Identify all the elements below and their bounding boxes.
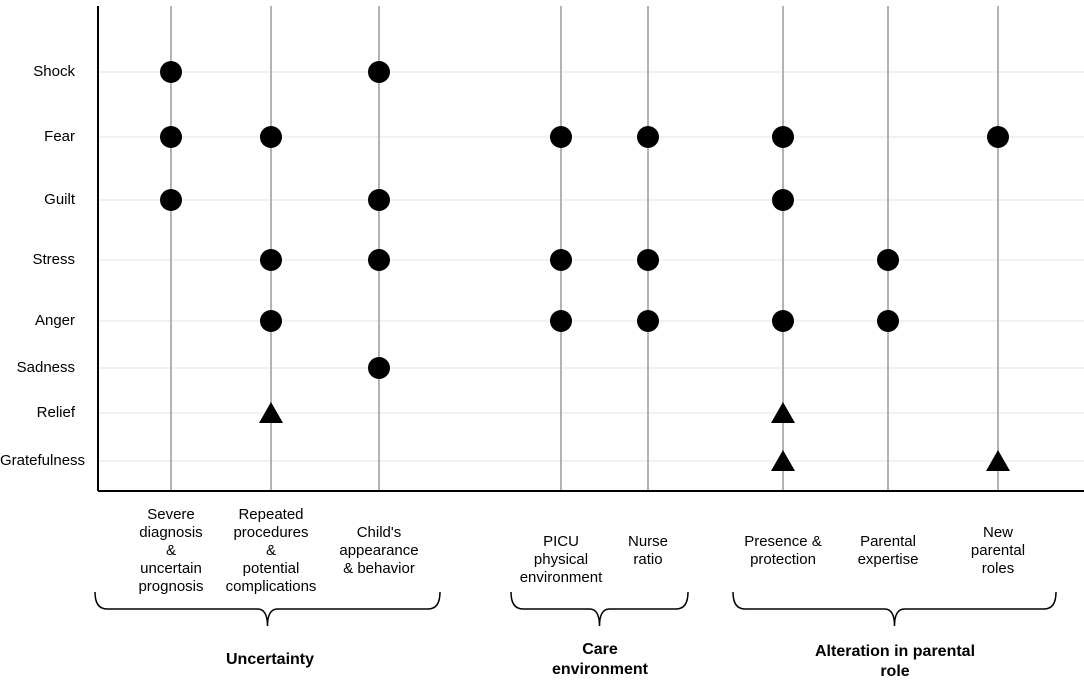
marker-factor-2-relief-triangle (259, 402, 283, 423)
marker-factor-6-relief-triangle (771, 402, 795, 423)
data-markers (160, 61, 1010, 471)
emotion-label-guilt: Guilt (44, 191, 75, 208)
factor-label-4: PICU physical environment (501, 533, 621, 587)
label-line: Child's (356, 524, 402, 541)
marker-factor-3-shock-circle (368, 61, 390, 83)
label-line: & (165, 542, 176, 559)
marker-factor-4-fear-circle (550, 126, 572, 148)
marker-factor-6-guilt-circle (772, 189, 794, 211)
marker-factor-5-stress-circle (637, 249, 659, 271)
label-line: diagnosis (139, 524, 203, 541)
axes (97, 6, 1084, 492)
marker-factor-7-stress-circle (877, 249, 899, 271)
marker-factor-2-stress-circle (260, 249, 282, 271)
group-label-alteration-in-parental: Alteration in parental role (720, 642, 1070, 682)
label-line: Repeated (238, 506, 304, 523)
factor-label-5: Nurse ratio (588, 533, 708, 569)
label-line: & (265, 542, 276, 559)
marker-factor-8-gratefulness-triangle (986, 450, 1010, 471)
marker-factor-1-fear-circle (160, 126, 182, 148)
factor-label-1: Severe diagnosis & uncertain prognosis (111, 506, 231, 596)
label-line: potential (242, 560, 300, 577)
label-line: complications (225, 578, 317, 595)
group-brace-1 (94, 591, 441, 627)
label-line: protection (750, 551, 816, 568)
label-line: expertise (857, 551, 919, 568)
group-brace-2 (510, 591, 689, 627)
label-line: environment (519, 569, 603, 586)
factor-label-7: Parental expertise (828, 533, 948, 569)
label-line: physical (533, 551, 589, 568)
label-line: Presence & (744, 533, 822, 550)
marker-factor-4-anger-circle (550, 310, 572, 332)
marker-factor-6-fear-circle (772, 126, 794, 148)
factor-lines (170, 6, 999, 491)
label-line: uncertain (140, 560, 202, 577)
group-label-uncertainty: Uncertainty (170, 650, 370, 670)
marker-factor-7-anger-circle (877, 310, 899, 332)
factor-label-3: Child's appearance & behavior (319, 524, 439, 578)
marker-factor-3-sadness-circle (368, 357, 390, 379)
marker-factor-4-stress-circle (550, 249, 572, 271)
emotion-label-stress: Stress (32, 251, 75, 268)
label-line: Uncertainty (225, 651, 315, 668)
label-line: roles (981, 560, 1015, 577)
marker-factor-1-shock-circle (160, 61, 182, 83)
marker-factor-6-anger-circle (772, 310, 794, 332)
emotion-label-sadness: Sadness (16, 359, 75, 376)
label-line: role (880, 663, 910, 680)
marker-factor-8-fear-circle (987, 126, 1009, 148)
factor-label-2: Repeated procedures & potential complication… (211, 506, 331, 596)
group-braces (94, 591, 1057, 627)
gridlines (98, 71, 1084, 462)
label-line: prognosis (138, 578, 204, 595)
label-line: PICU (543, 533, 579, 550)
label-line: appearance (339, 542, 419, 559)
label-line: ratio (633, 551, 663, 568)
factor-label-8: New parental roles (938, 524, 1058, 578)
label-line: Parental (860, 533, 916, 550)
group-label-care: Care environment (510, 640, 690, 680)
marker-factor-5-fear-circle (637, 126, 659, 148)
group-brace-3 (732, 591, 1057, 627)
label-line: Severe (147, 506, 195, 523)
marker-factor-1-guilt-circle (160, 189, 182, 211)
marker-factor-6-gratefulness-triangle (771, 450, 795, 471)
emotion-label-anger: Anger (34, 312, 75, 329)
label-line: & behavior (343, 560, 415, 577)
emotion-label-fear: Fear (44, 128, 75, 145)
label-line: environment (551, 661, 648, 678)
marker-factor-2-anger-circle (260, 310, 282, 332)
emotion-label-gratefulness: Gratefulness (0, 452, 86, 469)
emotion-label-shock: Shock (33, 63, 75, 80)
marker-factor-3-stress-circle (368, 249, 390, 271)
label-line: New (982, 524, 1013, 541)
label-line: Nurse (627, 533, 668, 550)
label-line: Care (582, 641, 618, 658)
label-line: Alteration in parental (814, 643, 976, 660)
label-line: parental (970, 542, 1026, 559)
emotion-label-relief: Relief (36, 404, 75, 421)
label-line: procedures (233, 524, 309, 541)
marker-factor-3-guilt-circle (368, 189, 390, 211)
marker-factor-5-anger-circle (637, 310, 659, 332)
marker-factor-2-fear-circle (260, 126, 282, 148)
factor-label-6: Presence & protection (723, 533, 843, 569)
